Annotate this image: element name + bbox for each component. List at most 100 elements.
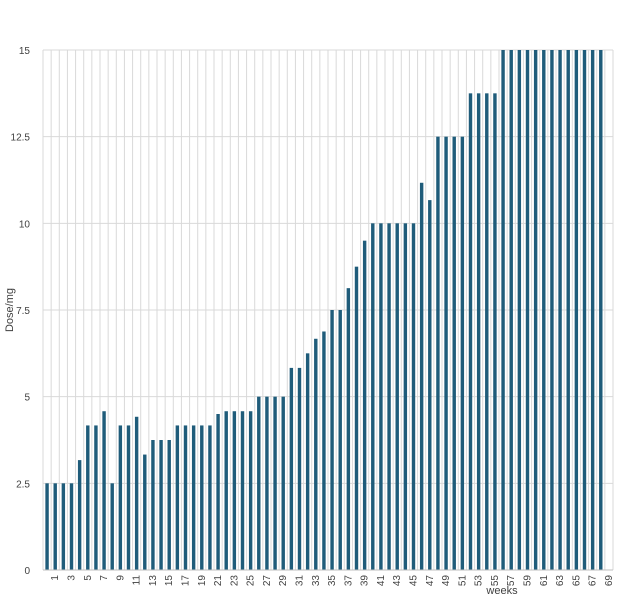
bar [599, 50, 603, 570]
bar [558, 50, 562, 570]
bar [224, 411, 228, 570]
bar [379, 223, 383, 571]
bar [485, 93, 489, 570]
bar [387, 223, 391, 571]
y-tick-label: 5 [24, 393, 30, 404]
x-tick-label: 29 [278, 575, 289, 587]
x-tick-label: 49 [441, 575, 452, 587]
x-tick-label: 51 [457, 575, 468, 587]
y-tick-label: 2.5 [16, 479, 30, 490]
bar [395, 223, 399, 571]
y-tick-label: 12.5 [11, 133, 31, 144]
x-tick-label: 35 [327, 575, 338, 587]
x-tick-label: 37 [343, 575, 354, 587]
bar [257, 396, 261, 570]
x-tick-label: 3 [67, 575, 78, 581]
bar [411, 223, 416, 571]
x-tick-label: 59 [523, 575, 534, 587]
x-tick-label: 57 [506, 575, 517, 587]
x-tick-label: 53 [474, 575, 485, 587]
bar [289, 367, 294, 570]
x-tick-label: 61 [539, 575, 550, 587]
bar [582, 50, 587, 570]
x-tick-label: 55 [490, 575, 501, 587]
bar [403, 223, 408, 571]
x-tick-label: 23 [229, 575, 240, 587]
x-tick-label: 41 [376, 575, 387, 587]
bar [248, 411, 253, 570]
x-tick-label: 69 [604, 575, 615, 587]
bar [460, 136, 465, 570]
bar [314, 338, 318, 570]
x-tick-label: 31 [295, 575, 306, 587]
bar [501, 50, 505, 570]
x-tick-label: 25 [246, 575, 257, 587]
bar [118, 425, 123, 570]
x-axis-title: weeks [485, 585, 518, 597]
bar [265, 396, 269, 570]
bar [45, 483, 49, 570]
bar [517, 50, 522, 570]
bar [110, 483, 114, 570]
bar [61, 483, 66, 570]
bar [550, 50, 554, 570]
x-tick-label: 47 [425, 575, 436, 587]
bar-series [45, 50, 603, 571]
x-axis-tick-labels: 1 3 5 7 9 11 13 15 17 19 21 23 25 27 29 31 33 35 37 39 41 43 4… [50, 575, 615, 587]
bar [509, 50, 513, 570]
x-tick-label: 9 [115, 575, 126, 581]
bar [151, 440, 155, 570]
x-tick-label: 21 [213, 575, 224, 587]
x-tick-label: 33 [311, 575, 322, 587]
bar [362, 240, 367, 570]
bar [208, 425, 212, 570]
bar [354, 266, 359, 570]
bar [175, 425, 180, 570]
y-axis-tick-labels: 0 2.5 5 7.5 10 12.5 15 [11, 46, 31, 577]
x-tick-label: 45 [409, 575, 420, 587]
bar [281, 396, 285, 570]
y-tick-label: 0 [24, 566, 30, 577]
bar [53, 483, 57, 570]
x-tick-label: 65 [571, 575, 582, 587]
y-tick-label: 7.5 [16, 306, 30, 317]
bar [566, 50, 570, 570]
bar [183, 425, 188, 570]
x-tick-label: 5 [83, 575, 94, 581]
bar [476, 93, 481, 570]
bar [94, 425, 98, 570]
bar [167, 440, 171, 570]
y-axis-title: Dose/mg [4, 288, 16, 332]
bar [525, 50, 530, 570]
y-tick-label: 15 [19, 46, 31, 57]
bar [159, 440, 163, 570]
bar [444, 136, 448, 570]
bar [216, 414, 220, 570]
bar [191, 425, 196, 570]
bar [86, 425, 90, 570]
x-tick-label: 11 [132, 575, 143, 586]
bar [419, 182, 424, 571]
bar [102, 411, 106, 570]
bar [330, 310, 334, 570]
x-tick-label: 39 [360, 575, 371, 587]
bar [305, 353, 310, 570]
y-tick-label: 10 [19, 219, 31, 230]
x-tick-label: 15 [164, 575, 175, 587]
x-tick-label: 67 [588, 575, 599, 587]
bar [134, 416, 139, 570]
bar [143, 454, 147, 570]
bar [468, 93, 473, 570]
bar [77, 460, 82, 570]
x-tick-label: 1 [50, 575, 61, 581]
bar [126, 425, 131, 570]
bar [273, 396, 277, 570]
bar [428, 200, 432, 570]
bar [200, 425, 204, 570]
x-tick-label: 7 [99, 575, 110, 581]
x-tick-label: 63 [555, 575, 566, 587]
bar [322, 331, 326, 570]
bar [533, 50, 538, 570]
bar [452, 136, 456, 570]
